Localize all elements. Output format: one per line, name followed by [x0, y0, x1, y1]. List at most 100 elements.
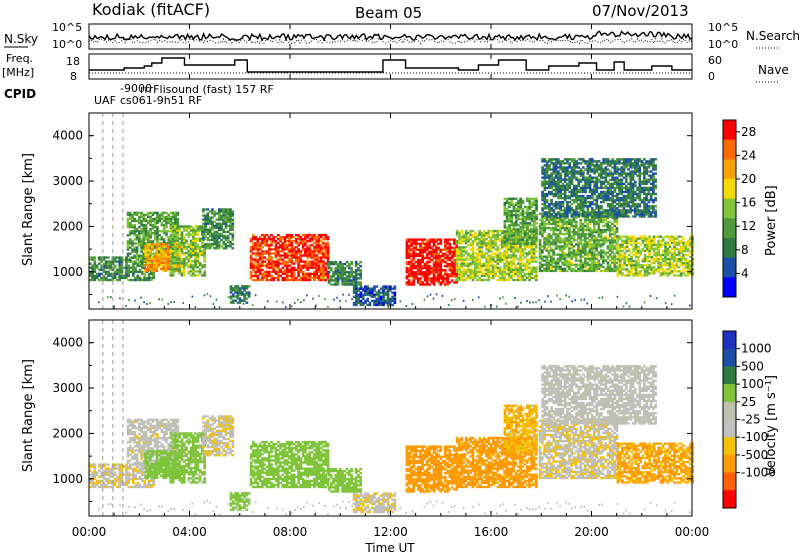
power-cell — [156, 234, 159, 237]
power-cell — [462, 278, 466, 282]
power-cell — [194, 264, 197, 267]
power-cell — [528, 213, 532, 217]
power-cell — [581, 233, 585, 236]
power-cell — [559, 196, 563, 200]
power-cell — [595, 198, 599, 202]
power-cell — [288, 237, 291, 241]
power-cell — [508, 201, 511, 205]
power-cell — [568, 201, 572, 204]
power-cell — [393, 295, 397, 298]
power-cell — [158, 219, 162, 223]
power-cell — [505, 262, 509, 265]
power-cell — [261, 262, 264, 265]
power-cell — [116, 256, 119, 259]
power-cell — [148, 249, 152, 252]
power-cell — [507, 254, 511, 257]
power-cell — [176, 225, 180, 229]
power-cell — [496, 260, 500, 263]
power-cell — [478, 262, 482, 265]
power-cell — [189, 274, 193, 277]
power-cell — [458, 246, 461, 249]
power-cell — [608, 259, 612, 262]
power-cell — [256, 258, 260, 261]
power-cell — [611, 249, 614, 252]
power-cell — [425, 242, 429, 245]
power-cell — [563, 253, 567, 256]
power-cell — [525, 268, 529, 271]
power-cell — [575, 164, 578, 167]
power-cell — [595, 269, 598, 273]
power-cell — [213, 242, 217, 246]
power-cell — [577, 237, 580, 240]
power-cell — [545, 176, 549, 179]
power-cell — [482, 244, 486, 247]
power-cell — [595, 241, 598, 244]
power-cell — [261, 264, 264, 267]
power-cell — [528, 250, 531, 253]
power-cell — [556, 261, 560, 264]
power-cell — [386, 301, 390, 305]
power-cell — [570, 261, 574, 264]
power-cell — [352, 281, 356, 284]
power-cell — [357, 281, 360, 284]
power-cell — [341, 264, 344, 268]
power-cell — [505, 209, 509, 213]
power-cell — [476, 235, 479, 239]
power-cell — [301, 278, 305, 282]
power-cell — [473, 276, 477, 280]
power-cell — [581, 203, 585, 206]
power-cell — [407, 273, 411, 276]
power-cell — [215, 240, 219, 244]
power-cell — [220, 228, 223, 232]
power-cell — [517, 203, 520, 207]
power-cell — [512, 224, 516, 227]
power-cell — [505, 213, 509, 217]
power-cell — [590, 192, 594, 196]
power-cell — [595, 205, 599, 208]
power-cell — [446, 277, 449, 280]
power-cell — [487, 272, 491, 276]
power-cell — [222, 220, 226, 223]
power-cell — [559, 164, 563, 167]
power-cell — [357, 297, 360, 300]
power-cell — [169, 225, 173, 228]
power-cell — [494, 237, 497, 241]
power-cell — [182, 257, 186, 261]
power-cell — [164, 257, 168, 260]
power-cell — [370, 295, 374, 298]
power-cell — [581, 211, 585, 214]
power-cell — [480, 242, 484, 245]
power-cell — [552, 211, 556, 214]
power-cell — [561, 257, 565, 260]
power-cell — [498, 254, 502, 257]
power-cell — [577, 213, 581, 216]
power-cell — [606, 265, 610, 269]
power-cell — [528, 276, 531, 280]
power-cell — [462, 254, 466, 257]
power-cell — [593, 261, 596, 264]
power-cell — [597, 241, 601, 244]
power-cell — [613, 228, 617, 232]
power-cell — [523, 272, 527, 276]
power-cell — [521, 232, 525, 235]
power-cell — [272, 268, 276, 271]
power-cell — [460, 252, 464, 255]
power-cell — [599, 257, 603, 260]
power-cell — [556, 216, 560, 220]
power-cell — [135, 254, 139, 257]
power-cell — [133, 223, 137, 227]
power-cell — [547, 243, 551, 246]
power-cell — [127, 270, 131, 274]
power-cell — [281, 260, 285, 263]
power-cell — [611, 245, 614, 248]
power-cell — [467, 270, 470, 274]
power-cell — [202, 230, 205, 234]
power-cell — [301, 270, 305, 274]
power-cell — [528, 272, 531, 276]
power-cell — [439, 240, 443, 243]
power-cell — [357, 277, 360, 280]
power-cell — [178, 255, 181, 258]
power-cell — [559, 216, 562, 220]
power-cell — [267, 256, 271, 259]
power-cell — [584, 203, 587, 206]
